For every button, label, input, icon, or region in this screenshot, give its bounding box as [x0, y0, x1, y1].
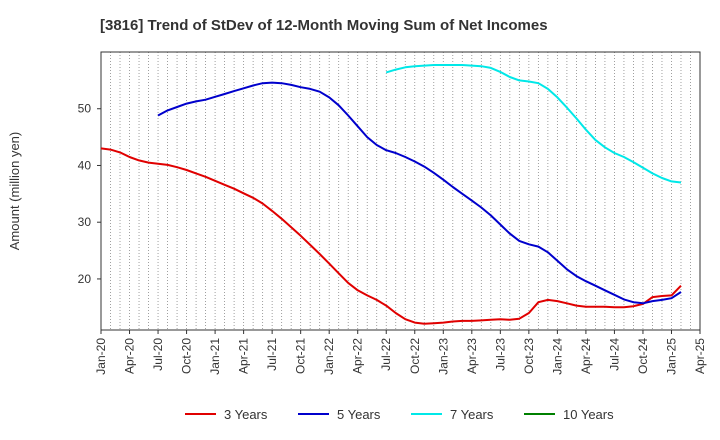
x-tick-label: Apr-23	[465, 338, 479, 374]
legend: 3 Years 5 Years 7 Years 10 Years	[185, 407, 614, 422]
series-line-5-years	[157, 81, 682, 305]
x-tick-label: Jan-24	[550, 338, 564, 375]
legend-label-5-years: 5 Years	[337, 407, 381, 422]
x-tick-label: Jan-21	[208, 338, 222, 375]
x-tick-label: Oct-20	[180, 338, 194, 374]
chart-title: [3816] Trend of StDev of 12-Month Moving…	[100, 17, 548, 34]
x-tick-label: Jul-21	[265, 338, 279, 371]
series-lines	[100, 64, 682, 325]
y-tick-label: 40	[78, 158, 92, 172]
x-tick-label: Jul-22	[379, 338, 393, 371]
x-tick-label: Jul-20	[151, 338, 165, 371]
x-tick-label: Jan-20	[94, 338, 108, 375]
x-tick-label: Oct-21	[294, 338, 308, 374]
x-tick-label: Apr-20	[123, 338, 137, 374]
x-tick-label: Oct-22	[408, 338, 422, 374]
x-tick-label: Jul-24	[607, 338, 621, 371]
series-line-7-years	[385, 64, 682, 184]
x-tick-label: Apr-25	[693, 338, 707, 374]
y-tick-label: 30	[78, 215, 92, 229]
x-tick-label: Oct-24	[636, 338, 650, 374]
y-tick-label: 50	[78, 102, 92, 116]
y-axis-label: Amount (million yen)	[7, 132, 22, 251]
x-axis-ticks: Jan-20 Apr-20 Jul-20 Oct-20 Jan-21 Apr-21 Jul-…	[94, 330, 707, 375]
grid-lines	[110, 52, 691, 330]
x-tick-label: Jan-23	[436, 338, 450, 375]
series-line-3-years	[100, 147, 682, 325]
x-tick-label: Jan-25	[664, 338, 678, 375]
x-tick-label: Oct-23	[522, 338, 536, 374]
y-axis-ticks: 20 30 40 50	[78, 102, 101, 286]
plot-area	[100, 51, 701, 331]
legend-label-7-years: 7 Years	[450, 407, 494, 422]
x-tick-label: Apr-22	[351, 338, 365, 374]
y-tick-label: 20	[78, 272, 92, 286]
legend-label-3-years: 3 Years	[224, 407, 268, 422]
x-tick-label: Apr-21	[237, 338, 251, 374]
x-tick-label: Jan-22	[322, 338, 336, 375]
x-tick-label: Jul-23	[493, 338, 507, 371]
x-tick-label: Apr-24	[579, 338, 593, 374]
legend-label-10-years: 10 Years	[563, 407, 614, 422]
